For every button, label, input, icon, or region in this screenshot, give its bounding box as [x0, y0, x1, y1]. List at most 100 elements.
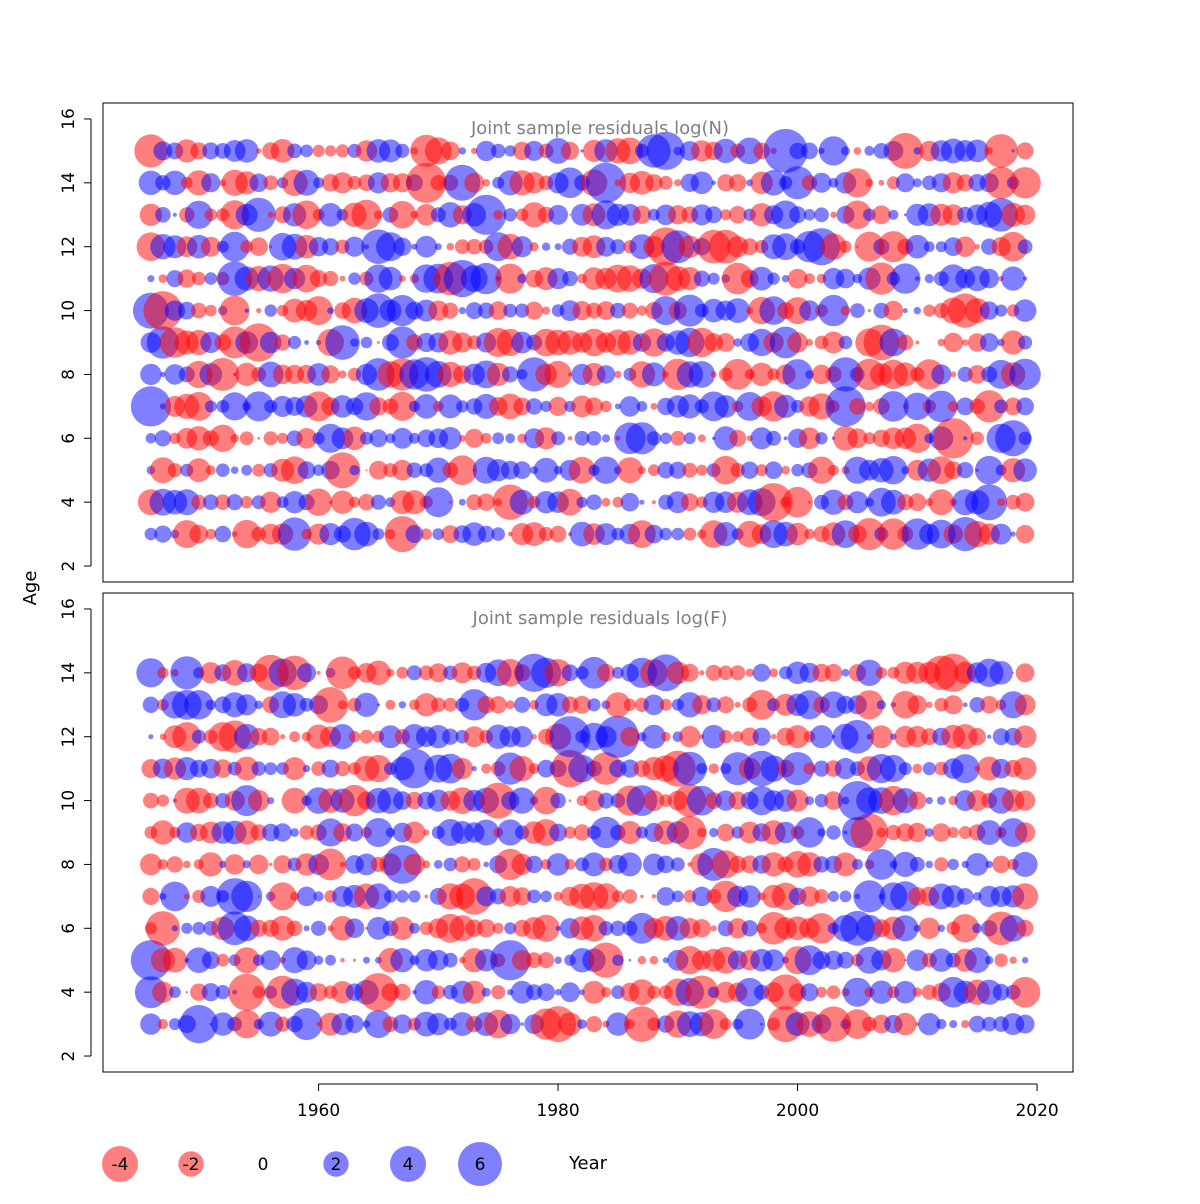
bubble: [377, 341, 380, 344]
legend-bubble: [458, 1142, 502, 1186]
bubble: [442, 302, 459, 319]
bubble: [774, 394, 798, 418]
bubble: [979, 268, 999, 289]
bubble: [220, 392, 249, 421]
bubble: [752, 727, 771, 746]
bubble: [513, 397, 531, 416]
bubble: [500, 1013, 521, 1035]
bubble: [172, 722, 202, 752]
bubble: [448, 500, 452, 504]
bubble: [143, 792, 159, 809]
bubble: [154, 430, 172, 447]
bubble: [781, 752, 815, 786]
bubble: [922, 762, 936, 776]
bubble: [172, 212, 177, 217]
bubble: [956, 397, 975, 416]
bubble: [492, 432, 505, 445]
bubble: [1009, 956, 1017, 964]
bubble: [895, 173, 915, 193]
bubble: [624, 1006, 660, 1042]
bubble: [330, 490, 355, 514]
y-tick-label: 6: [59, 923, 79, 934]
bubble: [841, 146, 850, 156]
y-tick-label: 2: [59, 1051, 79, 1062]
bubble: [760, 170, 787, 196]
bubble: [387, 391, 417, 421]
bubble: [513, 887, 532, 906]
bubble: [304, 488, 333, 516]
bubble: [869, 980, 894, 1004]
bubble: [503, 303, 518, 318]
bubble: [234, 820, 259, 845]
bubble: [554, 243, 562, 251]
bubble: [342, 426, 367, 451]
bubble: [354, 521, 379, 547]
bubble: [898, 762, 912, 776]
bubble: [511, 726, 533, 748]
bubble: [144, 527, 158, 541]
bubble: [365, 883, 392, 910]
bubble: [671, 890, 684, 903]
bubble: [257, 895, 260, 898]
bubble: [204, 272, 218, 285]
bubble: [909, 856, 925, 872]
bubble: [912, 987, 923, 997]
bubble: [1013, 299, 1037, 322]
bubble: [337, 700, 348, 710]
bubble: [826, 825, 841, 840]
bubble: [794, 817, 825, 848]
bubble: [837, 951, 854, 969]
bubble: [649, 955, 659, 965]
bubble: [719, 730, 733, 744]
bubble: [414, 394, 439, 419]
bubble: [205, 528, 217, 540]
bubble: [243, 391, 274, 422]
bubble: [365, 469, 368, 472]
bubble: [974, 455, 1004, 485]
bubble: [541, 242, 551, 251]
bubble: [809, 725, 834, 749]
bubble: [533, 457, 559, 483]
bubble: [549, 716, 591, 758]
bubble: [233, 947, 260, 974]
bubble: [998, 231, 1028, 262]
bubble: [338, 370, 347, 379]
legend-label: 4: [403, 1155, 414, 1175]
bubble: [902, 423, 932, 453]
bubble: [403, 853, 426, 876]
bubble: [1013, 725, 1037, 748]
bubble: [924, 828, 934, 837]
bubble: [537, 983, 555, 1002]
bubble: [636, 401, 648, 412]
bubble: [321, 759, 340, 778]
bubble: [350, 338, 359, 347]
bubble: [585, 162, 627, 203]
bubble: [971, 484, 1008, 521]
bubble: [801, 142, 818, 160]
bubble: [619, 396, 641, 417]
bubble: [521, 202, 547, 228]
bubble: [692, 886, 712, 907]
bubble: [595, 523, 617, 546]
bubble: [263, 175, 279, 191]
bubble: [839, 240, 852, 253]
bubble: [846, 491, 869, 514]
bubble: [1014, 694, 1036, 716]
bubble: [464, 428, 484, 448]
bubble: [388, 201, 417, 229]
bubble: [754, 483, 793, 522]
bubble: [843, 200, 872, 230]
bubble: [563, 826, 577, 839]
bubble: [425, 457, 451, 483]
bubble: [716, 333, 736, 352]
bubble: [517, 273, 527, 284]
bubble: [390, 916, 415, 940]
bubble: [510, 980, 534, 1004]
bubble: [363, 956, 370, 964]
bubble: [483, 861, 490, 868]
bubble: [471, 765, 477, 772]
bubble: [140, 1013, 162, 1035]
bubble: [312, 464, 325, 477]
bubble: [240, 496, 253, 509]
